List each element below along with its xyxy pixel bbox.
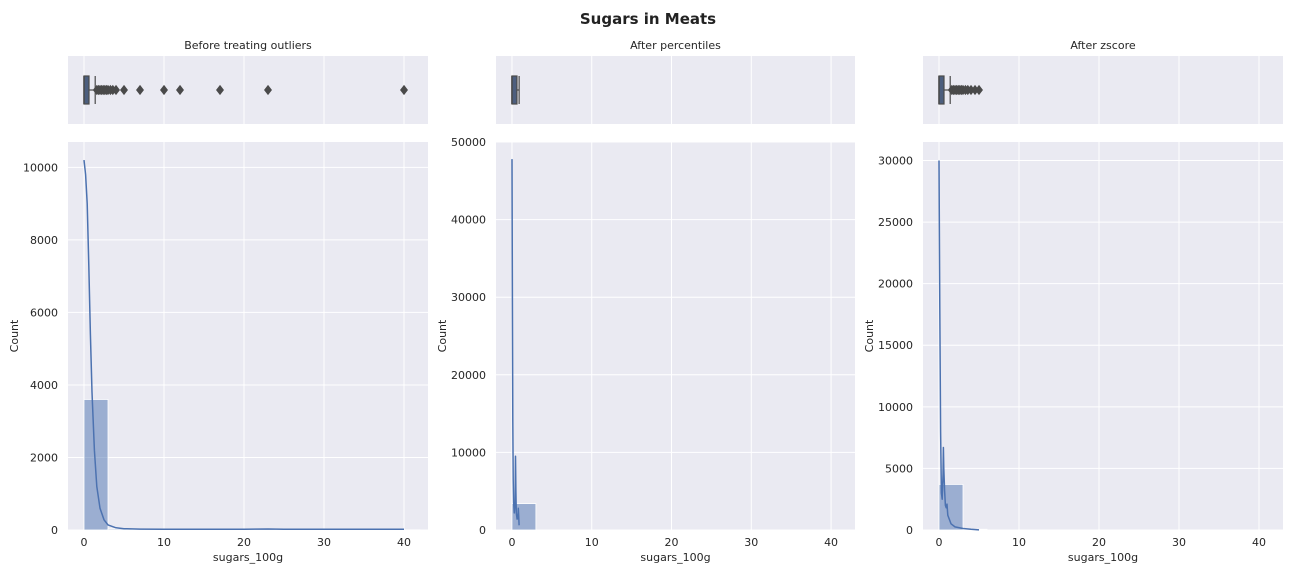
y-tick-label: 0 — [479, 524, 486, 537]
x-tick-label: 20 — [1092, 536, 1106, 549]
boxplot-background — [68, 56, 428, 124]
histogram-background — [496, 142, 855, 530]
x-tick-label: 30 — [1172, 536, 1186, 549]
box-outlier — [136, 84, 144, 96]
boxplot-background — [496, 56, 855, 124]
histogram-bar — [395, 529, 421, 531]
box-outlier — [120, 84, 128, 96]
x-axis-label: sugars_100g — [213, 551, 283, 564]
y-tick-label: 20000 — [878, 278, 913, 291]
subplot-title: After percentiles — [630, 39, 721, 52]
y-tick-label: 6000 — [30, 306, 58, 319]
x-tick-label: 10 — [1012, 536, 1026, 549]
y-tick-label: 0 — [906, 524, 913, 537]
box-outlier — [975, 84, 983, 96]
x-tick-label: 0 — [936, 536, 943, 549]
y-tick-label: 10000 — [23, 161, 58, 174]
kde-line — [511, 159, 520, 526]
y-tick-label: 50000 — [451, 136, 486, 149]
box-outlier — [216, 84, 224, 96]
boxplot-background — [923, 56, 1283, 124]
y-tick-label: 8000 — [30, 234, 58, 247]
x-axis-label: sugars_100g — [1068, 551, 1138, 564]
subplot-1: Before treating outliers 0 10 20 30 40 0 2000 40… — [8, 39, 428, 564]
y-axis-label: Count — [436, 319, 449, 352]
histogram-background — [923, 142, 1283, 530]
box-outlier — [176, 84, 184, 96]
box-outlier — [264, 84, 272, 96]
y-tick-label: 30000 — [451, 291, 486, 304]
y-tick-label: 20000 — [451, 369, 486, 382]
y-tick-label: 4000 — [30, 379, 58, 392]
y-tick-label: 0 — [51, 524, 58, 537]
y-tick-label: 10000 — [451, 446, 486, 459]
x-tick-label: 0 — [81, 536, 88, 549]
box-outlier — [160, 84, 168, 96]
subplot-title: After zscore — [1070, 39, 1135, 52]
box-outlier — [112, 84, 120, 96]
kde-line — [938, 160, 980, 531]
x-tick-label: 30 — [317, 536, 331, 549]
x-tick-label: 10 — [157, 536, 171, 549]
x-tick-label: 10 — [585, 536, 599, 549]
histogram-background — [68, 142, 428, 530]
x-axis-label: sugars_100g — [640, 551, 710, 564]
y-tick-label: 2000 — [30, 451, 58, 464]
x-tick-label: 40 — [1252, 536, 1266, 549]
y-axis-label: Count — [863, 319, 876, 352]
y-tick-label: 30000 — [878, 154, 913, 167]
figure-title: Sugars in Meats — [580, 10, 716, 28]
x-tick-label: 40 — [824, 536, 838, 549]
x-tick-label: 40 — [397, 536, 411, 549]
subplot-2: After percentiles 0 10 20 30 40 0 10000 20000 300… — [436, 39, 855, 564]
y-tick-label: 10000 — [878, 401, 913, 414]
y-tick-label: 25000 — [878, 216, 913, 229]
x-tick-label: 20 — [665, 536, 679, 549]
y-tick-label: 15000 — [878, 339, 913, 352]
x-tick-label: 20 — [237, 536, 251, 549]
subplot-title: Before treating outliers — [184, 39, 312, 52]
x-tick-label: 0 — [508, 536, 515, 549]
subplot-3: After zscore 0 10 20 30 40 0 5000 10000 15000 2000… — [863, 39, 1283, 564]
y-axis-label: Count — [8, 319, 21, 352]
kde-line — [83, 160, 405, 531]
y-tick-label: 40000 — [451, 214, 486, 227]
x-tick-label: 30 — [744, 536, 758, 549]
box-outlier — [400, 84, 408, 96]
y-tick-label: 5000 — [885, 462, 913, 475]
